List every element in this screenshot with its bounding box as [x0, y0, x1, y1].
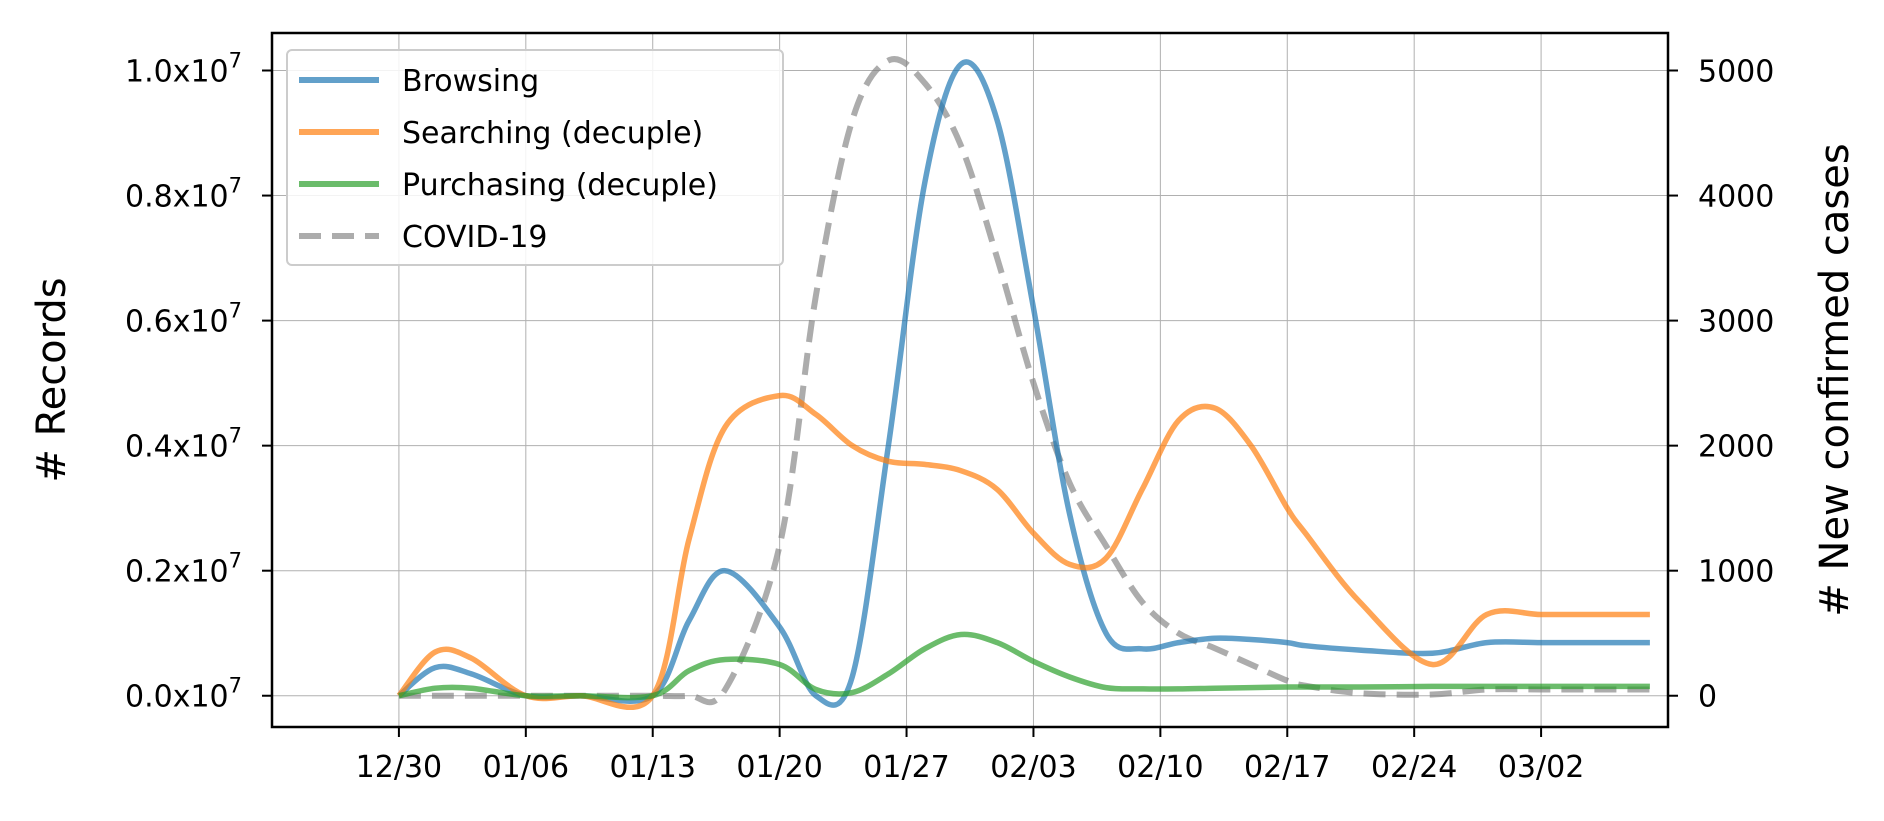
y-tick-label: 0.4x107: [125, 424, 242, 465]
x-axis: 12/30 01/06 01/13 01/20 01/27 02/03 02/10 02/17…: [356, 727, 1584, 785]
x-tick-label: 01/06: [483, 750, 569, 785]
x-tick-label: 01/27: [863, 750, 949, 785]
x-tick-label: 02/17: [1244, 750, 1330, 785]
y-axis-left: 0.0x107 0.2x107 0.4x107 0.6x107 0.8x107 1.0x1…: [125, 49, 272, 715]
y2-tick-label: 4000: [1698, 180, 1774, 215]
y2-tick-label: 0: [1698, 680, 1717, 715]
legend-label: Searching (decuple): [402, 116, 703, 151]
y-tick-label: 0.2x107: [125, 549, 242, 590]
y2-tick-label: 1000: [1698, 555, 1774, 590]
legend-box: [286, 49, 784, 266]
y2-tick-label: 2000: [1698, 430, 1774, 465]
y-tick-label: 0.8x107: [125, 174, 242, 215]
x-tick-label: 01/13: [609, 750, 695, 785]
y-axis-label: # Records: [29, 277, 75, 482]
y-tick-label: 0.0x107: [125, 674, 242, 715]
y2-tick-label: 3000: [1698, 305, 1774, 340]
y-tick-label: 0.6x107: [125, 299, 242, 340]
plot-frame: [270, 31, 1670, 729]
series-lines: [396, 56, 1650, 710]
x-tick-label: 02/24: [1371, 750, 1457, 785]
x-tick-label: 12/30: [356, 750, 442, 785]
series-line-searching-decuple: [396, 392, 1650, 710]
legend-label: Browsing: [402, 64, 539, 99]
x-tick-label: 02/03: [990, 750, 1076, 785]
legend-label: Purchasing (decuple): [402, 168, 718, 203]
x-tick-label: 03/02: [1498, 750, 1584, 785]
legend-label: COVID-19: [402, 220, 548, 255]
series-line-purchasing-decuple: [398, 631, 1650, 701]
y-axis-right: 0 1000 2000 3000 4000 5000: [1668, 55, 1774, 715]
series-line-browsing: [397, 59, 1650, 708]
y2-axis-label: # New confirmed cases: [1812, 143, 1858, 616]
series-line-covid-19: [398, 56, 1650, 706]
y2-tick-label: 5000: [1698, 55, 1774, 90]
x-tick-label: 02/10: [1117, 750, 1203, 785]
x-tick-label: 01/20: [736, 750, 822, 785]
legend: Browsing Searching (decuple) Purchasing (d…: [286, 49, 784, 266]
y-tick-label: 1.0x107: [125, 49, 242, 90]
